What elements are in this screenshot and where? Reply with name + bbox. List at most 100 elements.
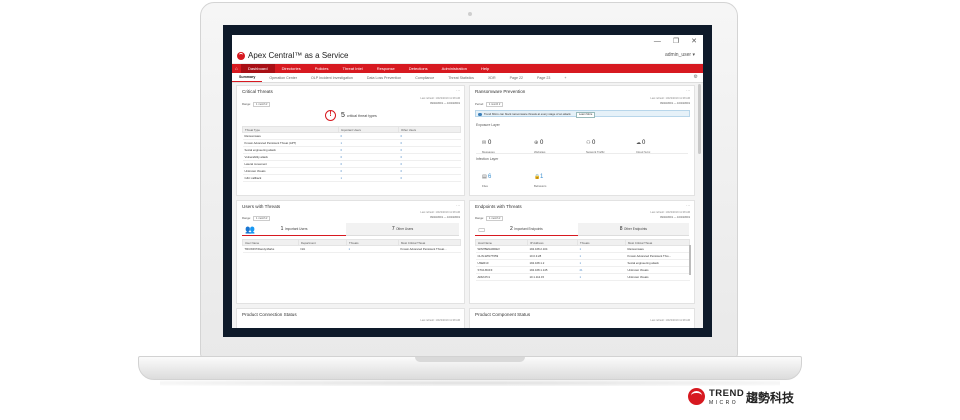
- add-tab-button[interactable]: +: [564, 76, 567, 80]
- product-connection-status-widget: Product Connection Status Last refresh: …: [236, 308, 465, 328]
- metric-files[interactable]: ▤6 Files: [482, 174, 492, 188]
- table-row: Unknown threats 0 0: [242, 167, 461, 175]
- tab-operation-center[interactable]: Operation Center: [269, 76, 297, 80]
- date-range: 09/23/2019 — 10/23/2019: [430, 102, 460, 105]
- range-select[interactable]: 1 month ▾: [253, 102, 271, 107]
- laptop-notch: [415, 357, 525, 362]
- product-component-status-widget: Product Component Status Last refresh: 1…: [469, 308, 695, 328]
- table-row: CLIN-WIN7T059 10.0.3.28 1 Known Advanced Pe…: [475, 252, 690, 260]
- users-with-threats-widget: Users with Threats ⋯ Last refresh: 10/23…: [236, 200, 465, 304]
- nav-help[interactable]: Help: [481, 66, 490, 71]
- tab-summary[interactable]: Summary: [232, 73, 263, 82]
- last-refresh: Last refresh: 10/23/2019 11:38 AM: [420, 97, 460, 100]
- important-endpoints-tab[interactable]: ▭ 2 Important Endpoints: [475, 223, 578, 236]
- last-refresh: Last refresh: 10/23/2019 11:38 AM: [420, 211, 460, 214]
- nav-response[interactable]: Response: [376, 66, 395, 71]
- globe-icon: ⊕: [534, 140, 539, 146]
- laptop-shadow: [160, 380, 780, 386]
- widget-title: Endpoints with Threats: [475, 204, 522, 209]
- app-title: Apex Central™ as a Service: [248, 51, 349, 60]
- range-label: Range: 1 month ▾: [242, 102, 271, 107]
- users-summary: 👥 1 Important Users 7 Other Users: [242, 223, 459, 236]
- widget-menu-icon[interactable]: ⋯: [456, 88, 460, 93]
- range-select[interactable]: 1 month ▾: [485, 102, 504, 107]
- gear-icon[interactable]: ⚙: [693, 74, 698, 80]
- widget-menu-icon[interactable]: ⋯: [686, 203, 690, 208]
- app-window: — ❐ ✕ Apex Central™ as a Service admin_u…: [232, 35, 703, 328]
- info-icon: [478, 112, 482, 116]
- table-row: ST10-BUFF 192.168.1.145 21 Unknown threats: [475, 266, 690, 274]
- laptop-base: [138, 356, 802, 380]
- metric-behaviors[interactable]: 🔒1 Behaviors: [534, 174, 547, 188]
- widget-menu-icon[interactable]: ⋯: [456, 203, 460, 208]
- table-row: ADM-PC1 10.1.112.15 1 Unknown threats: [475, 273, 690, 281]
- minimize-button[interactable]: —: [653, 38, 661, 45]
- nav-policies[interactable]: Policies: [314, 66, 329, 71]
- important-users-tab[interactable]: 👥 1 Important Users: [242, 223, 347, 236]
- metric-cloud-sync[interactable]: ☁0 Cloud Sync: [636, 140, 651, 154]
- range-label: Range: 1 month ▾: [242, 216, 271, 221]
- learn-more-button[interactable]: Learn More: [576, 112, 596, 118]
- table-row: Ransomware 0 0: [242, 132, 461, 140]
- other-endpoints-tab[interactable]: 8 Other Endpoints: [577, 223, 689, 236]
- tab-olp-investigation[interactable]: OLP Incident Investigation: [310, 76, 353, 80]
- critical-count: 5 critical threat types: [341, 112, 377, 119]
- home-icon[interactable]: ⌂: [235, 66, 238, 71]
- nav-dashboard[interactable]: Dashboard: [241, 64, 275, 73]
- table-row: Vulnerability attack 0 0: [242, 153, 461, 161]
- trend-ball-icon: [688, 388, 705, 405]
- table-row: USER10 192.168.1.2 1 Social engineering att…: [475, 259, 690, 267]
- widget-menu-icon[interactable]: ⋯: [686, 88, 690, 93]
- nav-administration[interactable]: Administration: [441, 66, 467, 71]
- envelope-icon: ✉: [482, 140, 487, 146]
- last-refresh: Last refresh: 10/23/2019 11:38 AM: [420, 319, 460, 322]
- last-refresh: Last refresh: 10/23/2019 11:38 AM: [650, 319, 690, 322]
- users-table: User Name Department Threats Most Critic…: [242, 239, 461, 253]
- tab-threat-statistics[interactable]: Threat Statistics: [448, 76, 474, 80]
- endpoints-with-threats-widget: Endpoints with Threats ⋯ Last refresh: 1…: [469, 200, 695, 304]
- metric-websites[interactable]: ⊕ 0 Websites: [534, 140, 546, 154]
- alert-icon: !: [325, 110, 336, 121]
- nav-directories[interactable]: Directories: [281, 66, 301, 71]
- date-range: 09/23/2019 — 10/23/2019: [430, 216, 460, 219]
- col-most-critical[interactable]: Most Critical Threat: [398, 239, 461, 246]
- main-nav: ⌂ Dashboard Directories Policies Threat …: [232, 64, 703, 73]
- col-most-critical[interactable]: Most Critical Threat: [625, 239, 690, 246]
- monitor-icon: ▭: [478, 225, 486, 234]
- other-users-tab[interactable]: 7 Other Users: [346, 223, 459, 236]
- widget-title: Users with Threats: [242, 204, 281, 209]
- scrollbar[interactable]: [698, 84, 701, 154]
- window-controls: — ❐ ✕: [654, 37, 697, 46]
- nav-threat-intel[interactable]: Threat Intel: [342, 66, 363, 71]
- widget-title: Critical Threats: [242, 89, 273, 94]
- range-select[interactable]: 1 month ▾: [253, 216, 271, 221]
- table-row: C&C callback 1 0: [242, 174, 461, 182]
- user-menu[interactable]: admin_user ▾: [664, 52, 695, 58]
- trend-logo-icon: [237, 52, 245, 60]
- table-scrollbar[interactable]: [689, 245, 691, 275]
- range-select[interactable]: 1 month ▾: [486, 216, 504, 221]
- lock-icon: 🔒: [534, 174, 541, 180]
- maximize-button[interactable]: ❐: [672, 38, 680, 45]
- close-button[interactable]: ✕: [691, 38, 697, 45]
- tab-compliance[interactable]: Compliance: [415, 76, 435, 80]
- table-row: Social engineering attack 0 0: [242, 146, 461, 154]
- tab-data-loss-prevention[interactable]: Data Loss Prevention: [366, 76, 402, 80]
- nav-detections[interactable]: Detections: [408, 66, 428, 71]
- tab-page-23[interactable]: Page 23: [536, 76, 551, 80]
- table-row: TRCWIN7\Dandy.Marks N/A 1 Known Advanced…: [242, 245, 461, 253]
- tab-xdr[interactable]: XDR: [487, 76, 496, 80]
- window-titlebar: — ❐ ✕: [232, 35, 703, 49]
- table-row: WIN7BENARDEV 192.168.2.104 1 Ransomware: [475, 245, 690, 253]
- infection-layer-title: Infection Layer: [476, 157, 499, 161]
- tab-page-22[interactable]: Page 22: [509, 76, 523, 80]
- col-other-users[interactable]: Other Users: [398, 126, 461, 133]
- metric-network-traffic[interactable]: ⚇ 0 Network Traffic: [586, 140, 605, 154]
- date-range: 09/23/2019 — 10/23/2019: [660, 102, 690, 105]
- trend-micro-logo: TREND MICRO: [688, 383, 778, 413]
- last-refresh: Last refresh: 10/23/2019 11:38 AM: [650, 97, 690, 100]
- network-icon: ⚇: [586, 140, 591, 146]
- metric-messages[interactable]: ✉ 0 Messages: [482, 140, 495, 154]
- date-range: 09/23/2019 — 10/23/2019: [660, 216, 690, 219]
- exposure-layer-title: Exposure Layer: [476, 123, 500, 127]
